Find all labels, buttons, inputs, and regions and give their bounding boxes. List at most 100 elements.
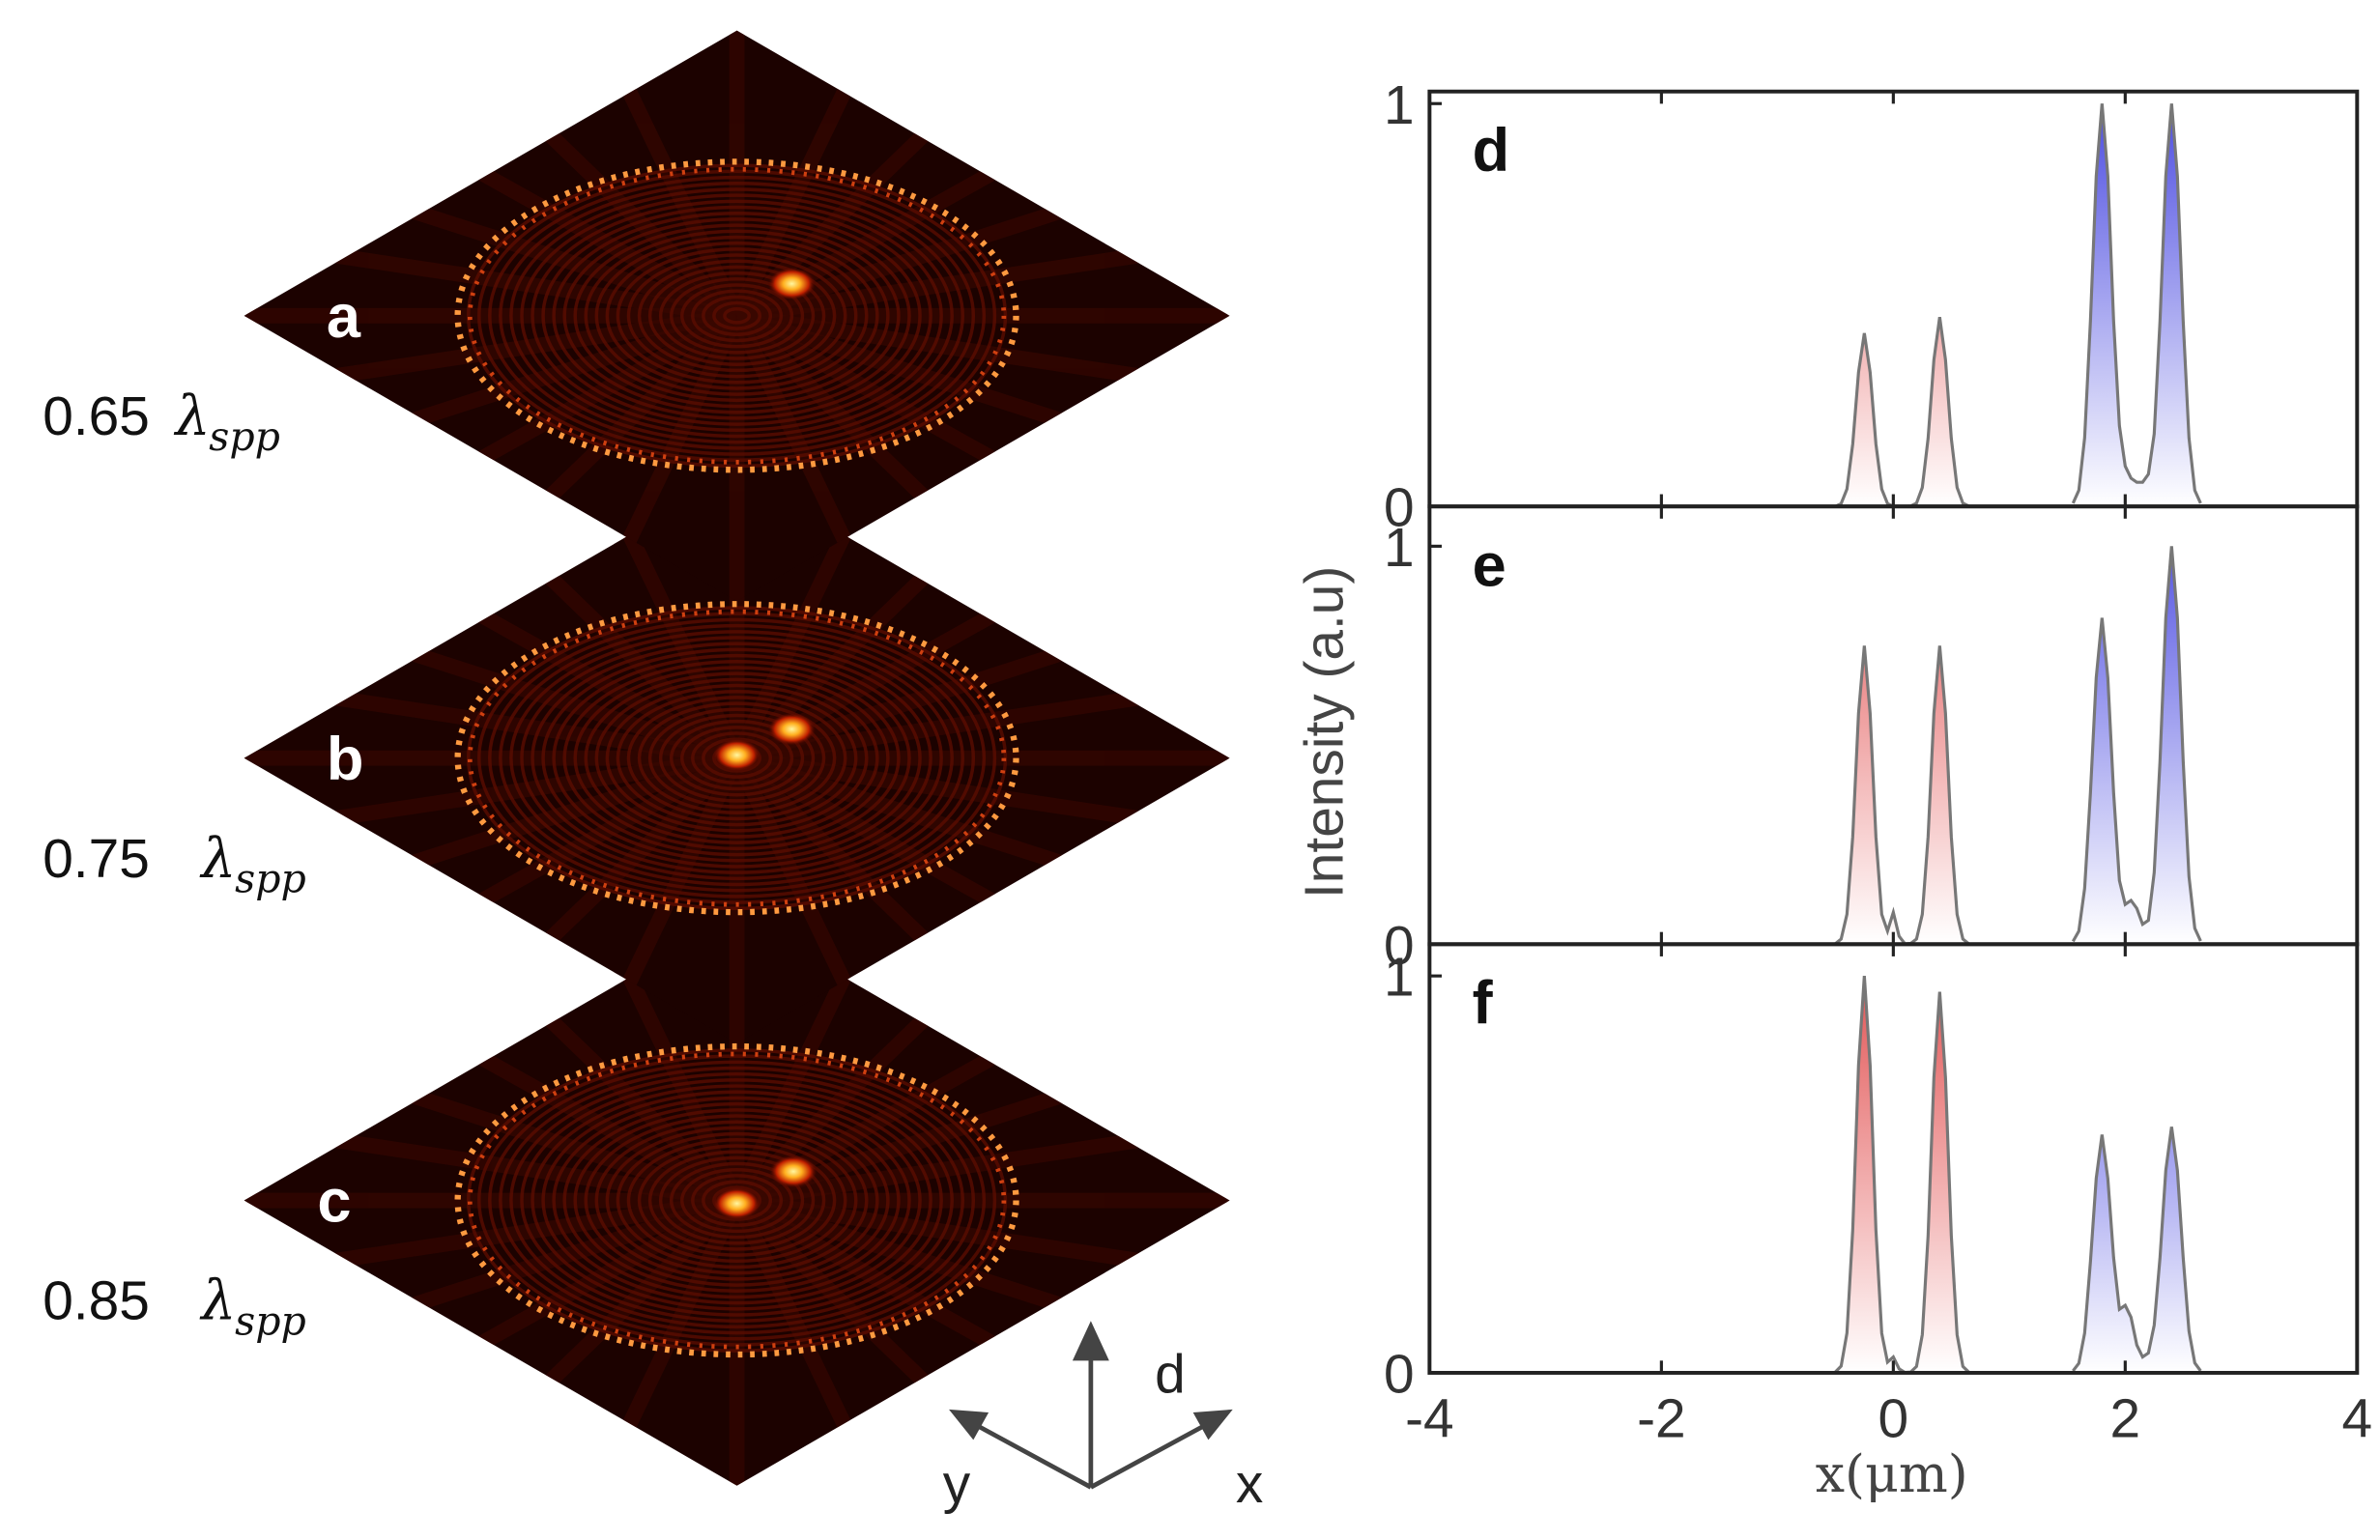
fringe [584, 671, 890, 844]
fringe [530, 199, 943, 433]
y-tick-label: 1 [1384, 518, 1415, 579]
fringe [658, 713, 816, 803]
fringe [488, 1060, 987, 1341]
lambda-symbol: λ [199, 827, 236, 891]
plot-frame [1427, 942, 2360, 1375]
ring [467, 1051, 1007, 1350]
panel-label: b [327, 726, 364, 793]
fringe [658, 271, 816, 360]
fringe [626, 696, 847, 821]
intensity-line [1834, 645, 1970, 946]
x-tick-label: -2 [1637, 1388, 1686, 1449]
fringe [658, 1155, 816, 1245]
y-tick-label: 0 [1384, 916, 1415, 977]
fringe [702, 295, 773, 337]
lambda-symbol: λ [174, 385, 211, 448]
intensity-line [2072, 1126, 2202, 1372]
fringe [616, 247, 858, 385]
x-axis-label: x(μm) [1816, 1443, 1968, 1504]
fringe [541, 647, 932, 869]
fringe [562, 1101, 911, 1299]
axis-label: y [943, 1454, 971, 1515]
fringe [541, 205, 932, 426]
fringe [520, 193, 954, 439]
fringe [712, 300, 762, 330]
fringe [669, 719, 805, 797]
fringe [520, 636, 954, 881]
lambda-subscript: spp [209, 414, 280, 460]
fringe [552, 1096, 922, 1305]
lambda-subscript: spp [235, 1298, 306, 1344]
fringe [691, 1174, 784, 1227]
arrow-head [949, 1409, 989, 1440]
fringe [637, 259, 837, 373]
fringe [509, 1071, 964, 1329]
arrow-head [1072, 1321, 1109, 1361]
area-fill [2073, 103, 2201, 507]
fringe [584, 229, 890, 403]
ring [467, 166, 1007, 465]
lambda-subscript: spp [235, 856, 306, 902]
x-tick-label: 0 [1878, 1388, 1909, 1449]
panel-label: d [1473, 117, 1510, 185]
fringe [637, 701, 837, 815]
plot-frame [1427, 89, 2360, 509]
ring [467, 609, 1007, 907]
fringe [488, 175, 987, 456]
fringe [723, 307, 751, 325]
area-fill [2073, 1126, 2201, 1373]
fringe [605, 1126, 869, 1275]
intensity-line [2071, 103, 2202, 504]
fringe [499, 182, 976, 450]
fringe [499, 623, 976, 893]
x-tick-label: -4 [1405, 1388, 1454, 1449]
fringe [509, 630, 964, 887]
fringe [488, 617, 987, 898]
y-tick-label: 0 [1384, 1344, 1415, 1405]
fringe [520, 1078, 954, 1323]
panel-label: f [1473, 969, 1494, 1037]
fringe [562, 660, 911, 857]
fringe [637, 1144, 837, 1257]
fringe [562, 217, 911, 414]
axis-label: d [1155, 1344, 1186, 1405]
arrow [1089, 1416, 1219, 1490]
intensity-line [1834, 976, 1970, 1375]
fringe [647, 1150, 826, 1251]
y-tick-label: 1 [1384, 75, 1415, 136]
fringe [680, 1167, 794, 1234]
x-tick-label: 2 [2110, 1388, 2141, 1449]
map-pattern [244, 30, 1230, 602]
hot-spot [712, 738, 761, 772]
fringe [499, 1066, 976, 1335]
fringe [669, 277, 805, 355]
fringe [626, 253, 847, 379]
fringe [584, 1114, 890, 1287]
arrow [962, 1416, 1093, 1490]
fringe [541, 1090, 932, 1311]
wavelength-value: 0.85 [43, 1271, 150, 1332]
area-fill [2073, 546, 2201, 945]
arrow-head [1192, 1409, 1233, 1440]
panel-label: c [317, 1168, 351, 1236]
fringe [691, 731, 784, 785]
wavelength-value: 0.65 [43, 386, 150, 447]
fringe [552, 211, 922, 420]
ring [454, 158, 1019, 473]
fringe [626, 1138, 847, 1264]
fringe [605, 241, 869, 390]
y-axis-label: Intensity (a.u) [1294, 566, 1355, 898]
hot-spot [712, 1186, 761, 1221]
fringe [605, 683, 869, 833]
ring [454, 601, 1019, 916]
fringe [616, 689, 858, 827]
fringe [680, 283, 794, 349]
fringe [530, 1084, 943, 1317]
field-map [244, 472, 1230, 1043]
lambda-symbol: λ [199, 1269, 236, 1333]
intensity-line [2071, 546, 2202, 943]
field-map [244, 30, 1230, 602]
